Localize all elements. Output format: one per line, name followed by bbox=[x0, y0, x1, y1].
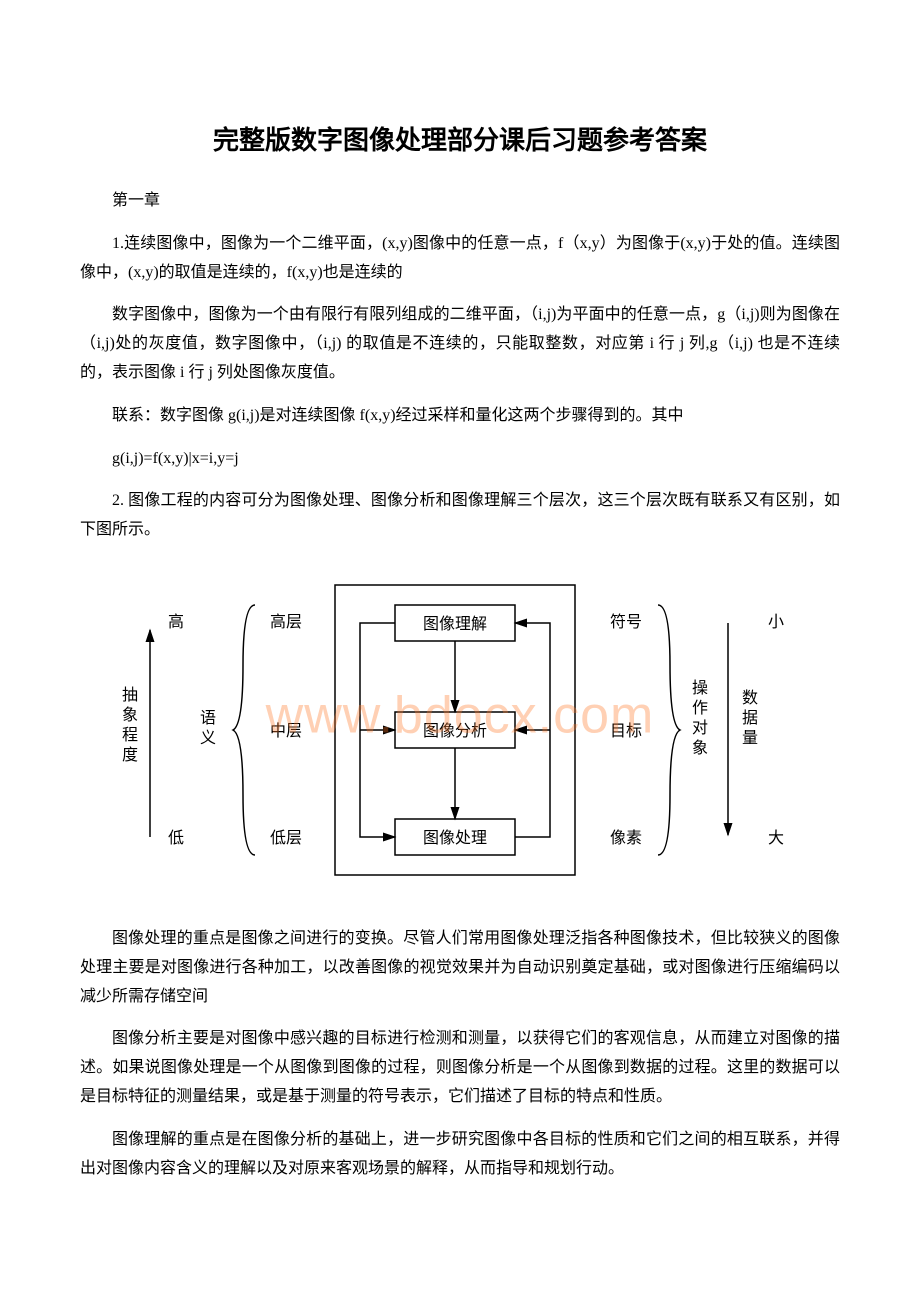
box-understanding: 图像理解 bbox=[423, 615, 487, 633]
formula: g(i,j)=f(x,y)|x=i,y=j bbox=[80, 445, 840, 474]
label-small: 小 bbox=[768, 613, 784, 631]
diagram-container: www.bdocx.com 图像理解 图像分析 图像处理 bbox=[80, 575, 840, 885]
label-target: 目标 bbox=[610, 722, 642, 740]
box-analysis: 图像分析 bbox=[423, 722, 487, 740]
label-abstraction: 抽象程度 bbox=[122, 686, 138, 764]
paragraph-4: 2. 图像工程的内容可分为图像处理、图像分析和图像理解三个层次，这三个层次既有联… bbox=[80, 487, 840, 545]
label-semantic: 语义 bbox=[200, 709, 216, 747]
page-title: 完整版数字图像处理部分课后习题参考答案 bbox=[80, 120, 840, 157]
label-low: 低 bbox=[168, 829, 184, 847]
label-high: 高 bbox=[168, 613, 184, 631]
label-data-amount: 数据量 bbox=[742, 689, 758, 747]
paragraph-5: 图像处理的重点是图像之间进行的变换。尽管人们常用图像处理泛指各种图像技术，但比较… bbox=[80, 925, 840, 1011]
label-layer-bot: 低层 bbox=[270, 829, 302, 847]
paragraph-chapter: 第一章 bbox=[80, 187, 840, 216]
paragraph-6: 图像分析主要是对图像中感兴趣的目标进行检测和测量，以获得它们的客观信息，从而建立… bbox=[80, 1025, 840, 1111]
paragraph-1: 1.连续图像中，图像为一个二维平面，(x,y)图像中的任意一点，f（x,y）为图… bbox=[80, 230, 840, 288]
layer-diagram: 图像理解 图像分析 图像处理 高 低 抽象程度 bbox=[120, 575, 800, 885]
paragraph-2: 数字图像中，图像为一个由有限行有限列组成的二维平面，（i,j)为平面中的任意一点… bbox=[80, 301, 840, 387]
label-layer-top: 高层 bbox=[270, 613, 302, 631]
box-processing: 图像处理 bbox=[423, 829, 487, 847]
label-symbol: 符号 bbox=[610, 613, 642, 631]
label-big: 大 bbox=[768, 829, 784, 847]
label-layer-mid: 中层 bbox=[270, 722, 302, 740]
label-pixel: 像素 bbox=[610, 829, 642, 847]
paragraph-3: 联系：数字图像 g(i,j)是对连续图像 f(x,y)经过采样和量化这两个步骤得… bbox=[80, 402, 840, 431]
paragraph-7: 图像理解的重点是在图像分析的基础上，进一步研究图像中各目标的性质和它们之间的相互… bbox=[80, 1126, 840, 1184]
label-operation-object: 操作对象 bbox=[692, 679, 708, 757]
